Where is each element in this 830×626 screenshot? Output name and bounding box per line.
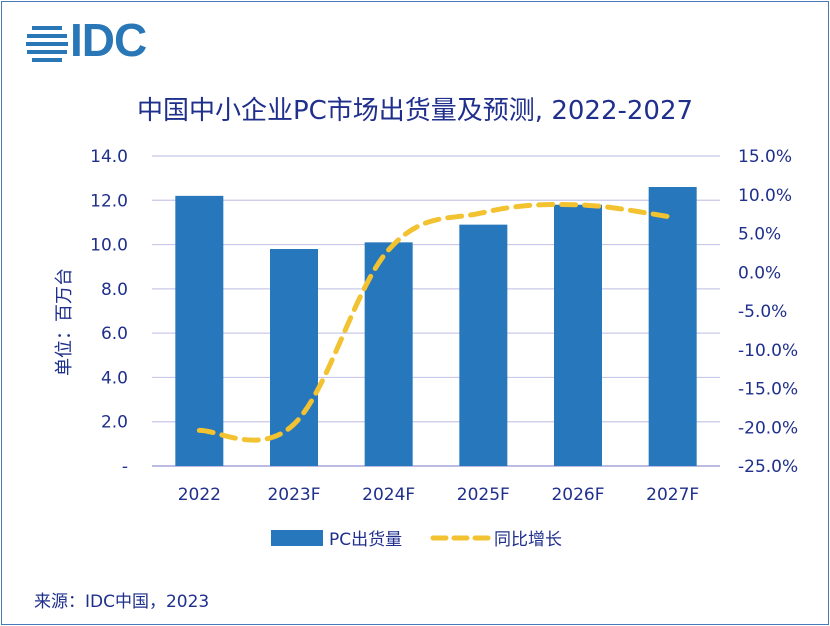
bar-2024F	[364, 242, 413, 466]
legend-label-line: 同比增长	[494, 530, 562, 550]
bar-2027F	[648, 187, 697, 466]
y-tick-label: -	[122, 457, 128, 477]
y-tick-label: 14.0	[90, 147, 128, 167]
x-tick-label: 2026F	[551, 485, 604, 505]
x-tick-label: 2022	[178, 485, 221, 505]
y2-tick-label: -5.0%	[738, 302, 787, 322]
y-tick-label: 4.0	[101, 368, 128, 388]
y2-tick-label: -10.0%	[738, 341, 798, 361]
x-tick-label: 2024F	[362, 485, 415, 505]
bar-2022	[175, 195, 224, 466]
y2-tick-label: -25.0%	[738, 457, 798, 477]
y-tick-label: 12.0	[90, 191, 128, 211]
idc-logo: IDC	[26, 14, 176, 66]
y-tick-label: 10.0	[90, 236, 128, 256]
bar-2023F	[270, 249, 318, 466]
y-axis-label: 单位：百万台	[54, 268, 75, 376]
y-tick-label: 6.0	[101, 324, 128, 344]
bar-2026F	[554, 204, 602, 466]
y-tick-label: 2.0	[101, 413, 128, 433]
logo-text: IDC	[70, 14, 147, 66]
bar-2025F	[459, 224, 508, 466]
y2-tick-label: -20.0%	[738, 418, 798, 438]
y2-tick-label: 0.0%	[738, 263, 781, 283]
legend-swatch-bar	[271, 530, 323, 546]
y-tick-label: 8.0	[101, 280, 128, 300]
x-tick-label: 2023F	[267, 485, 320, 505]
y2-tick-label: 5.0%	[738, 225, 781, 245]
chart-title: 中国中小企业PC市场出货量及预测, 2022-2027	[136, 96, 694, 126]
x-tick-label: 2027F	[646, 485, 699, 505]
globe-stripes-icon	[26, 26, 68, 62]
legend-label-bar: PC出货量	[329, 530, 402, 550]
source-note: 来源：IDC中国，2023	[34, 592, 210, 612]
y2-tick-label: -15.0%	[738, 380, 798, 400]
y2-tick-label: 10.0%	[738, 186, 792, 206]
x-tick-label: 2025F	[457, 485, 510, 505]
y2-tick-label: 15.0%	[738, 147, 792, 167]
